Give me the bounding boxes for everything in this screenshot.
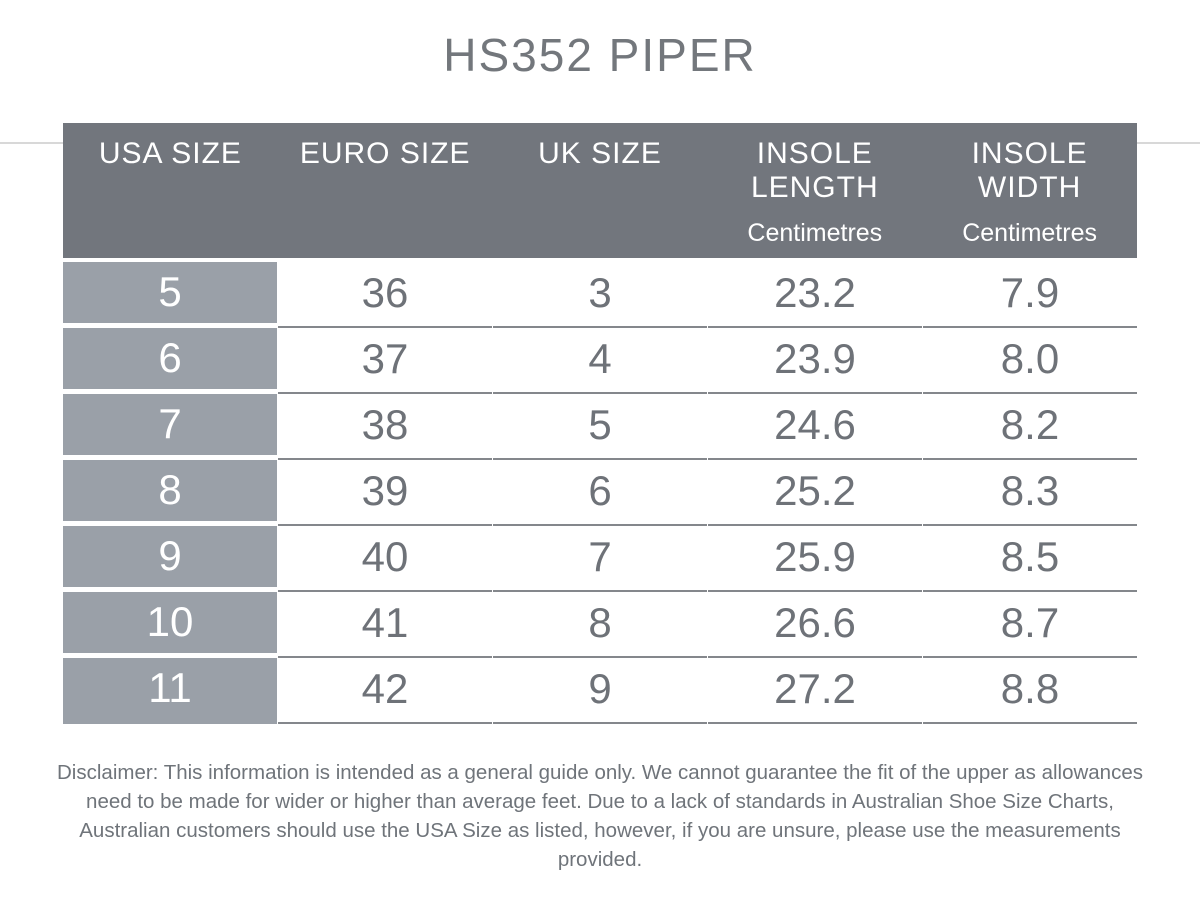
column-header: UK SIZE: [493, 137, 708, 248]
usa-size-cell: 6: [63, 328, 277, 394]
table-cell: 39: [278, 460, 492, 526]
table-row: 5 36 3 23.2 7.9: [63, 262, 1137, 328]
table-cell: 25.2: [708, 460, 922, 526]
table-row: 10 41 8 26.6 8.7: [63, 592, 1137, 658]
table-cell: 8.8: [923, 658, 1137, 724]
column-header-sublabel: Centimetres: [747, 219, 883, 247]
table-row: 9 40 7 25.9 8.5: [63, 526, 1137, 592]
table-cell: 5: [493, 394, 707, 460]
table-row: 7 38 5 24.6 8.2: [63, 394, 1137, 460]
column-header-label: UK SIZE: [538, 137, 662, 170]
table-cell: 37: [278, 328, 492, 394]
column-header: USA SIZE: [63, 137, 278, 248]
table-cell: 41: [278, 592, 492, 658]
table-cell: 4: [493, 328, 707, 394]
table-cell: 8.0: [923, 328, 1137, 394]
table-cell: 7.9: [923, 262, 1137, 328]
table-header-row: USA SIZE EURO SIZE UK SIZE INSOLE LENGTH Cen…: [63, 123, 1137, 258]
disclaimer-text: Disclaimer: This information is intended…: [57, 761, 1143, 871]
usa-size-cell: 9: [63, 526, 277, 592]
usa-size-cell: 7: [63, 394, 277, 460]
column-header-label: USA SIZE: [98, 137, 242, 170]
table-cell: 38: [278, 394, 492, 460]
table-cell: 42: [278, 658, 492, 724]
table-cell: 8: [493, 592, 707, 658]
column-header: INSOLE WIDTH Centimetres: [922, 137, 1137, 248]
table-cell: 8.3: [923, 460, 1137, 526]
column-header-sublabel: Centimetres: [962, 219, 1097, 247]
table-cell: 3: [493, 262, 707, 328]
usa-size-cell: 5: [63, 262, 277, 328]
column-header: INSOLE LENGTH Centimetres: [707, 137, 922, 248]
table-cell: 8.7: [923, 592, 1137, 658]
table-cell: 23.2: [708, 262, 922, 328]
column-header: EURO SIZE: [278, 137, 493, 248]
column-header-label: INSOLE WIDTH: [971, 137, 1088, 204]
table-cell: 9: [493, 658, 707, 724]
table-cell: 26.6: [708, 592, 922, 658]
table-cell: 8.2: [923, 394, 1137, 460]
table-row: 6 37 4 23.9 8.0: [63, 328, 1137, 394]
table-cell: 7: [493, 526, 707, 592]
table-cell: 6: [493, 460, 707, 526]
table-row: 8 39 6 25.2 8.3: [63, 460, 1137, 526]
page-title: HS352 PIPER: [443, 29, 757, 81]
table-cell: 8.5: [923, 526, 1137, 592]
table-cell: 40: [278, 526, 492, 592]
table-row: 11 42 9 27.2 8.8: [63, 658, 1137, 724]
table-cell: 23.9: [708, 328, 922, 394]
table-cell: 27.2: [708, 658, 922, 724]
usa-size-cell: 8: [63, 460, 277, 526]
column-header-label: INSOLE LENGTH: [750, 137, 879, 204]
usa-size-cell: 10: [63, 592, 277, 658]
table-body: 5 36 3 23.2 7.9 6 37 4 23.9 8.0 7 38 5 24.6 8.2 8 39 6 25.…: [63, 262, 1137, 724]
table-cell: 25.9: [708, 526, 922, 592]
column-header-label: EURO SIZE: [299, 137, 471, 170]
size-chart-table: USA SIZE EURO SIZE UK SIZE INSOLE LENGTH Cen…: [63, 123, 1137, 724]
table-cell: 24.6: [708, 394, 922, 460]
usa-size-cell: 11: [63, 658, 277, 724]
table-cell: 36: [278, 262, 492, 328]
